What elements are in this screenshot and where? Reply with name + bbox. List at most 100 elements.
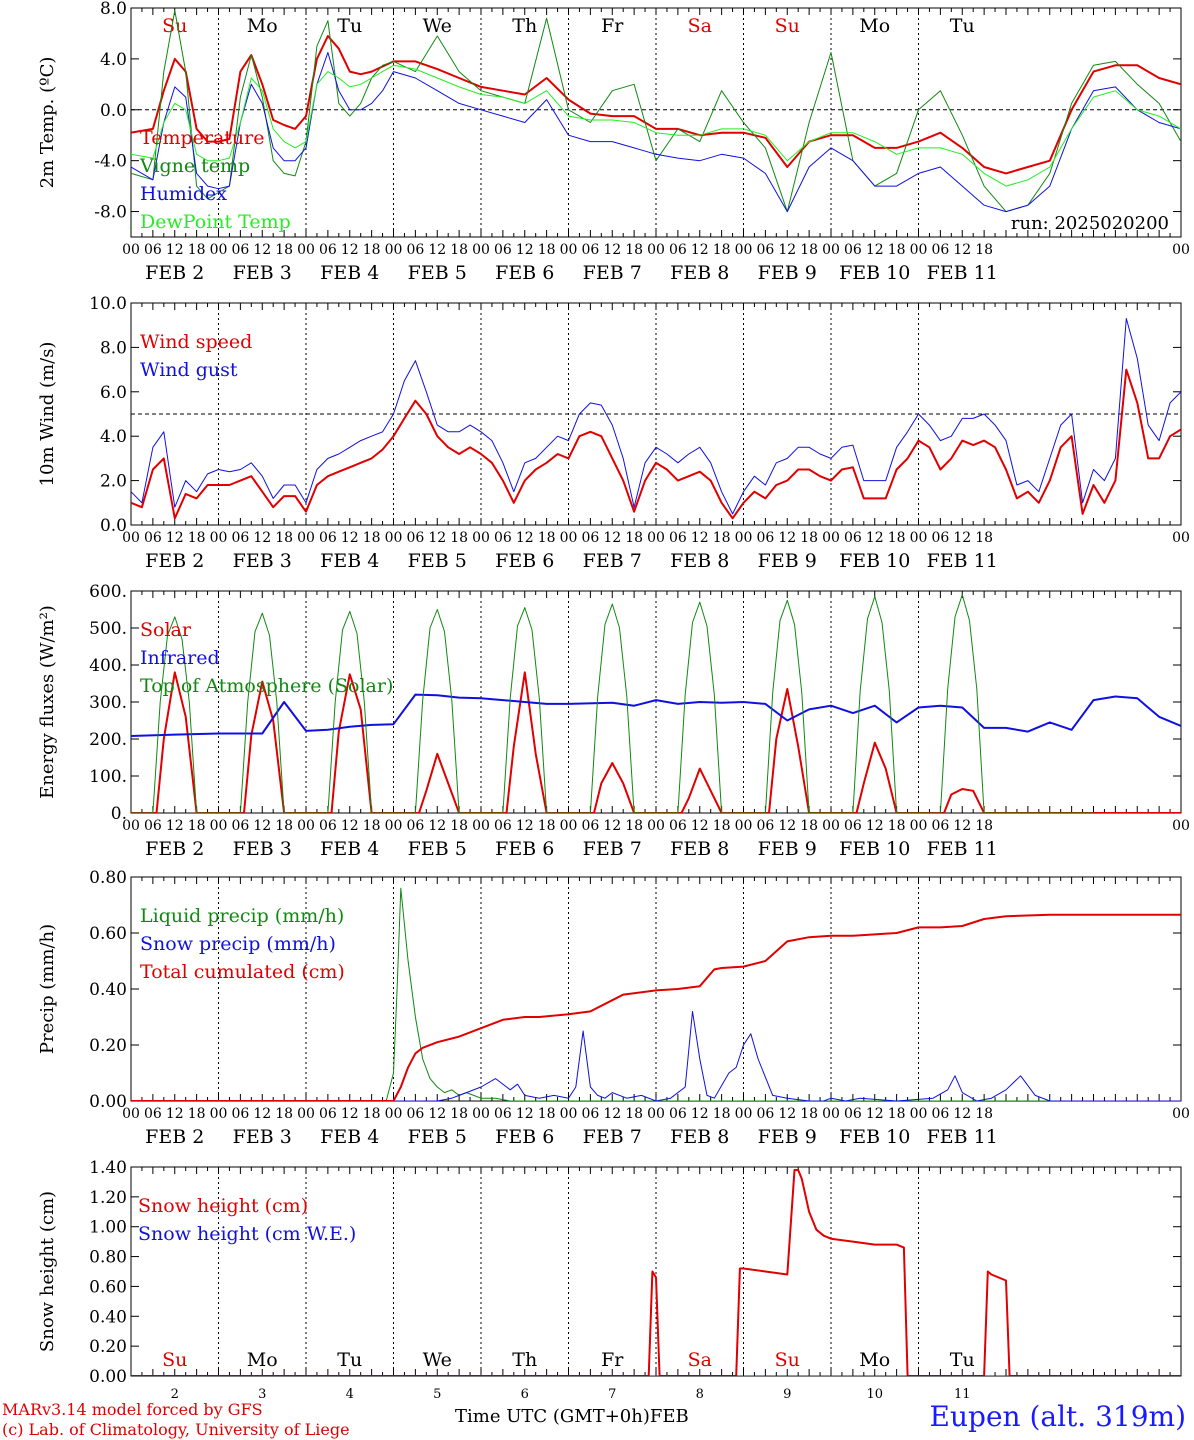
date-label: FEB 10 xyxy=(839,1126,910,1148)
hour-label: 18 xyxy=(363,242,381,258)
series-line-liquid-precip-mm-h- xyxy=(131,887,1181,1101)
hour-label: 06 xyxy=(319,1106,337,1122)
hour-label: 18 xyxy=(188,818,206,834)
hour-label: 00 xyxy=(1172,530,1190,546)
hour-label: 12 xyxy=(516,530,534,546)
legend-label: Vigne temp xyxy=(139,155,250,177)
y-tick-label: 300. xyxy=(89,693,127,713)
hour-label: 00 xyxy=(472,530,490,546)
hour-label: 18 xyxy=(188,242,206,258)
hour-label: 06 xyxy=(581,818,599,834)
hour-label: 06 xyxy=(669,818,687,834)
series-line-total-cumulated-cm- xyxy=(131,913,1181,1101)
date-label: FEB 10 xyxy=(839,550,910,572)
hour-label: 18 xyxy=(450,530,468,546)
hour-label: 18 xyxy=(538,242,556,258)
hour-label: 18 xyxy=(975,818,993,834)
day-number: 6 xyxy=(521,1387,529,1402)
panel-3: 600. 500. 400. 300. 200. 100. 0. Energy fluxes … xyxy=(37,582,1190,860)
hour-label: 12 xyxy=(341,530,359,546)
hour-label: 18 xyxy=(275,818,293,834)
y-tick-label: 0.40 xyxy=(89,980,127,1000)
hour-label: 18 xyxy=(275,242,293,258)
hour-label: 06 xyxy=(756,818,774,834)
hour-label: 00 xyxy=(385,1106,403,1122)
hour-label: 18 xyxy=(450,242,468,258)
hour-label: 18 xyxy=(363,818,381,834)
hour-label: 06 xyxy=(844,1106,862,1122)
date-label: FEB 4 xyxy=(320,262,379,284)
hour-label: 12 xyxy=(603,242,621,258)
y-tick-label: 0.20 xyxy=(89,1337,127,1357)
y-tick-label: 1.00 xyxy=(89,1218,127,1238)
hour-label: 00 xyxy=(297,1106,315,1122)
day-number: 2 xyxy=(171,1387,179,1402)
hour-label: 18 xyxy=(888,242,906,258)
hour-label: 00 xyxy=(560,818,578,834)
run-label: run: 2025020200 xyxy=(1011,213,1169,234)
legend-label: Total cumulated (cm) xyxy=(140,961,345,983)
weekday-label: Mo xyxy=(247,15,278,37)
date-label: FEB 2 xyxy=(145,838,204,860)
date-label: FEB 9 xyxy=(758,550,817,572)
weekday-label: Tu xyxy=(950,15,975,37)
hour-label: 12 xyxy=(866,530,884,546)
date-label: FEB 9 xyxy=(758,838,817,860)
hour-label: 00 xyxy=(560,242,578,258)
series-line-snow-height-cm- xyxy=(131,1169,1181,1376)
hour-label: 00 xyxy=(735,1106,753,1122)
date-label: FEB 5 xyxy=(408,838,467,860)
hour-label: 00 xyxy=(210,242,228,258)
date-label: FEB 3 xyxy=(233,262,292,284)
hour-label: 00 xyxy=(210,818,228,834)
hour-label: 12 xyxy=(428,818,446,834)
y-tick-label: 500. xyxy=(89,619,127,639)
series-line-dewpoint-temp xyxy=(131,64,1181,187)
hour-label: 12 xyxy=(166,1106,184,1122)
hour-label: 18 xyxy=(450,1106,468,1122)
y-tick-label: 100. xyxy=(89,767,127,787)
date-label: FEB 4 xyxy=(320,838,379,860)
hour-label: 18 xyxy=(275,530,293,546)
hour-label: 06 xyxy=(406,530,424,546)
day-number: 10 xyxy=(866,1387,883,1402)
weekday-label: Mo xyxy=(859,15,890,37)
hour-label: 12 xyxy=(603,1106,621,1122)
hour-label: 00 xyxy=(472,1106,490,1122)
hour-label: 00 xyxy=(122,242,140,258)
hour-label: 06 xyxy=(231,818,249,834)
legend-label: Snow height (cm W.E.) xyxy=(138,1223,356,1245)
date-label: FEB 8 xyxy=(670,838,729,860)
date-label: FEB 9 xyxy=(758,262,817,284)
hour-label: 00 xyxy=(647,242,665,258)
hour-label: 12 xyxy=(953,1106,971,1122)
hour-label: 00 xyxy=(822,1106,840,1122)
date-label: FEB 7 xyxy=(583,1126,642,1148)
hour-label: 00 xyxy=(385,242,403,258)
date-label: FEB 2 xyxy=(145,1126,204,1148)
legend-label: Temperature xyxy=(140,127,264,149)
date-label: FEB 11 xyxy=(927,262,998,284)
hour-label: 06 xyxy=(844,818,862,834)
y-tick-label: 0. xyxy=(111,804,127,824)
hour-label: 06 xyxy=(669,242,687,258)
hour-label: 18 xyxy=(625,1106,643,1122)
date-label: FEB 6 xyxy=(495,1126,554,1148)
legend-label: Snow height (cm) xyxy=(138,1195,308,1217)
hour-label: 06 xyxy=(144,1106,162,1122)
legend-label: DewPoint Temp xyxy=(140,211,291,233)
hour-label: 06 xyxy=(494,242,512,258)
y-tick-label: 0.00 xyxy=(89,1367,127,1387)
hour-label: 12 xyxy=(953,818,971,834)
hour-label: 00 xyxy=(647,530,665,546)
weekday-label: Su xyxy=(775,15,800,37)
hour-label: 00 xyxy=(1172,242,1190,258)
plot-frame xyxy=(130,7,1182,238)
y-tick-label: 0.80 xyxy=(89,1248,127,1268)
hour-label: 06 xyxy=(231,1106,249,1122)
date-label: FEB 6 xyxy=(495,838,554,860)
y-tick-label: 0.80 xyxy=(89,868,127,888)
